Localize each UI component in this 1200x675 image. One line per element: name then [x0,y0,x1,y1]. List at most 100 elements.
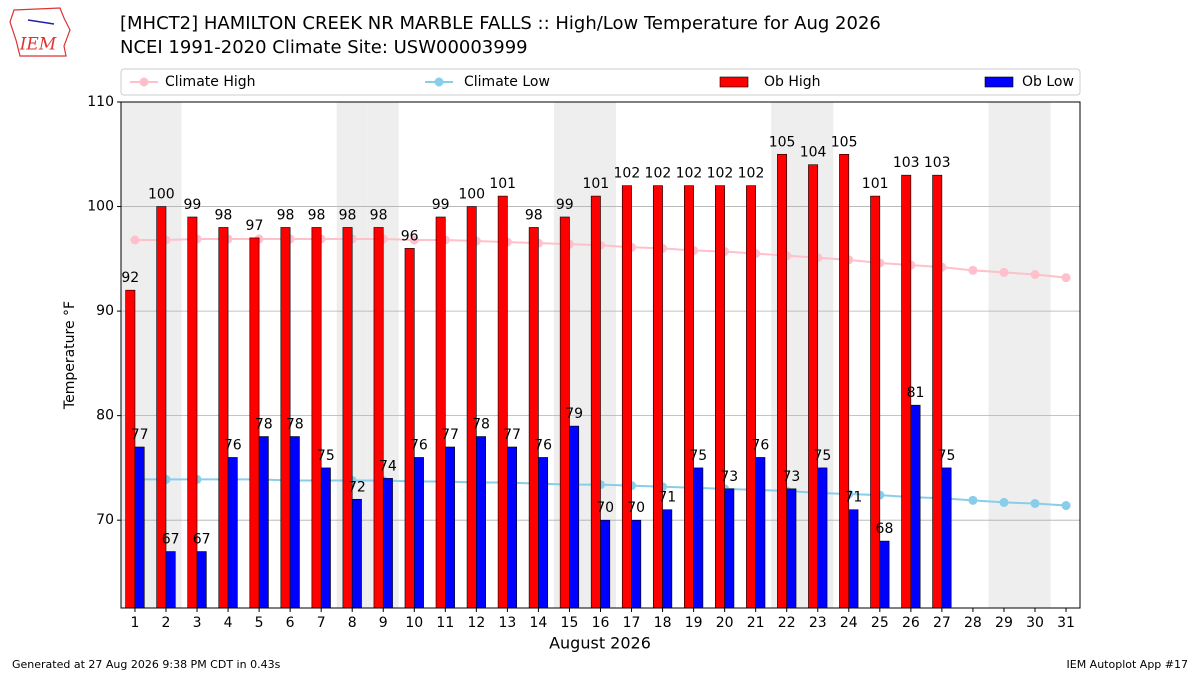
data-label: 75 [813,448,831,464]
bar [320,467,331,609]
point [1061,273,1071,283]
x-tick-label: 2 [162,615,171,631]
data-label: 73 [720,469,738,485]
data-label: 98 [339,207,357,223]
legend-label: Ob High [764,74,821,90]
bar [476,436,486,609]
data-label: 74 [379,458,397,474]
plot-frame [120,101,1081,609]
y-tick-label: 70 [96,512,114,528]
x-tick-label: 6 [286,615,295,631]
bar [870,195,881,609]
bar [528,227,539,609]
x-tick-label: 20 [716,615,734,631]
data-label: 77 [131,427,149,443]
data-label: 70 [596,500,614,516]
data-label: 73 [782,469,800,485]
point [130,235,140,245]
bar [373,227,384,609]
x-tick-label: 24 [840,615,858,631]
bar [497,195,508,609]
y-tick-label: 110 [87,94,114,110]
data-label: 75 [317,448,335,464]
data-label: 99 [183,197,201,213]
bar [879,540,890,609]
bar [817,467,828,609]
data-label: 101 [489,176,516,192]
data-label: 103 [893,155,920,171]
bar [187,216,198,609]
bar [134,446,145,609]
legend-swatch [984,76,1014,88]
data-label: 101 [582,176,609,192]
data-label: 100 [458,187,485,203]
y-axis-label: Temperature °F [62,301,78,410]
bar [715,185,725,609]
chart-subtitle: NCEI 1991-2020 Climate Site: USW00003999 [120,37,528,58]
data-label: 98 [370,207,388,223]
bar [808,164,819,609]
x-tick-label: 1 [131,615,140,631]
bar [156,206,167,609]
data-label: 81 [907,385,925,401]
point [968,265,978,275]
data-label: 77 [503,427,521,443]
bar [662,509,673,609]
legend-label: Climate Low [464,74,550,90]
data-label: 99 [556,197,574,213]
x-tick-label: 5 [255,615,264,631]
x-tick-label: 9 [379,615,388,631]
bar [652,185,663,609]
bar [693,467,704,609]
data-label: 70 [627,500,645,516]
data-label: 100 [148,187,175,203]
bar [289,436,300,609]
data-label: 76 [224,437,242,453]
footer-left: Generated at 27 Aug 2026 9:38 PM CDT in … [12,658,281,671]
x-tick-label: 31 [1057,615,1075,631]
data-label: 71 [658,490,676,506]
point [999,267,1009,277]
data-label: 98 [525,207,543,223]
bar [218,227,229,609]
bar [621,185,632,609]
x-tick-label: 13 [498,615,516,631]
x-tick-label: 23 [809,615,827,631]
data-label: 103 [924,155,951,171]
y-tick-label: 80 [96,408,114,424]
point [409,235,419,245]
x-tick-label: 26 [902,615,920,631]
bar [382,478,393,609]
x-tick-label: 16 [592,615,610,631]
x-tick-label: 29 [995,615,1013,631]
data-label: 75 [689,448,707,464]
data-label: 78 [255,417,273,433]
bar [125,289,136,609]
x-tick-label: 18 [654,615,672,631]
logo-outline [9,7,71,57]
legend-label: Climate High [165,74,256,90]
data-label: 98 [308,207,326,223]
x-tick-label: 27 [933,615,951,631]
data-label: 75 [938,448,956,464]
data-label: 102 [645,166,672,182]
x-tick-label: 11 [436,615,454,631]
legend-label: Ob Low [1022,74,1074,90]
x-tick-label: 4 [224,615,233,631]
data-label: 102 [614,166,641,182]
bar [227,457,238,609]
x-tick-label: 14 [530,615,548,631]
weekend-shade [988,102,1020,608]
point [968,495,978,505]
bar [683,185,694,609]
bar [910,404,921,609]
bar [538,457,549,609]
data-label: 76 [534,437,552,453]
data-label: 105 [831,134,858,150]
bar [165,551,176,609]
bar [569,425,580,609]
bar [631,519,642,609]
bar [311,227,322,609]
data-label: 102 [676,166,703,182]
point [1030,270,1040,279]
